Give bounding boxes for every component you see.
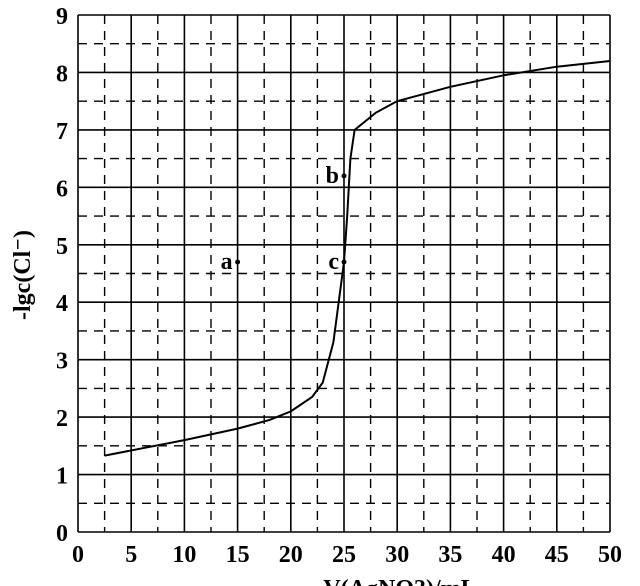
point	[235, 259, 241, 265]
x-tick-label: 45	[545, 542, 569, 568]
x-tick-label: 5	[125, 542, 137, 568]
x-tick-label: 10	[172, 542, 196, 568]
point-label: c	[328, 249, 339, 275]
y-tick-label: 5	[56, 234, 68, 260]
x-tick-label: 20	[279, 542, 303, 568]
x-axis-label: V(AgNO3)/mL	[323, 576, 476, 586]
y-tick-label: 9	[56, 4, 68, 30]
y-tick-label: 0	[56, 521, 68, 547]
y-tick-label: 2	[56, 406, 68, 432]
curve	[104, 59, 611, 457]
y-tick-label: 3	[56, 349, 68, 375]
point-label: a	[221, 249, 233, 275]
y-tick-label: 4	[56, 291, 68, 317]
x-tick-label: 25	[332, 542, 356, 568]
x-tick-label: 50	[598, 542, 622, 568]
point	[341, 259, 347, 265]
point-label: b	[326, 163, 339, 189]
x-tick-label: 0	[72, 542, 84, 568]
y-tick-label: 1	[56, 464, 68, 490]
x-tick-label: 35	[438, 542, 462, 568]
y-tick-label: 8	[56, 61, 68, 87]
x-tick-label: 40	[492, 542, 516, 568]
y-axis-label: -lgc(Cl⁻)	[10, 230, 36, 320]
y-tick-label: 7	[56, 119, 68, 145]
x-tick-label: 15	[226, 542, 250, 568]
x-tick-label: 30	[385, 542, 409, 568]
point	[341, 173, 347, 179]
y-tick-label: 6	[56, 176, 68, 202]
